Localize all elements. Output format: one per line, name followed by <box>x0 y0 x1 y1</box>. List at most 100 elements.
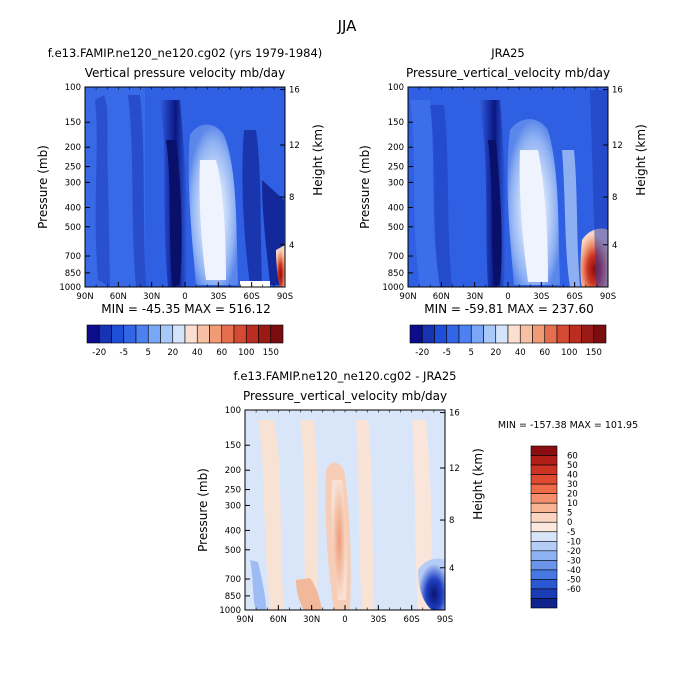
panel-reanalysis-ytick-label: 150 <box>388 118 404 128</box>
colorbar-difference-swatch <box>530 483 558 494</box>
colorbar-difference-swatch <box>530 598 558 609</box>
colorbar-difference-label: -20 <box>567 547 581 557</box>
colorbar-model-swatch <box>184 324 198 344</box>
colorbar-reanalysis-swatch <box>495 324 509 344</box>
colorbar-difference-swatch <box>530 493 558 504</box>
panel-model-ytick-right-label: 8 <box>289 193 294 203</box>
panel-difference-ytick-label: 700 <box>225 575 241 585</box>
colorbar-reanalysis-swatch <box>507 324 521 344</box>
panel-model-ytick-label: 500 <box>65 223 81 233</box>
panel-difference-ytick-label: 400 <box>225 526 241 536</box>
colorbar-model-swatch <box>160 324 174 344</box>
panel-model-ylabel: Pressure (mb) <box>36 145 50 229</box>
panel-reanalysis-ytick-label: 1000 <box>382 283 404 293</box>
panel-reanalysis-ytick-right-label: 8 <box>612 193 617 203</box>
panel-model-field <box>85 87 285 287</box>
colorbar-reanalysis-swatch <box>446 324 460 344</box>
panel-difference-xtick-label: 30N <box>303 615 320 625</box>
colorbar-difference-label: -30 <box>567 556 581 566</box>
panel-reanalysis-ylabel: Pressure (mb) <box>358 145 372 229</box>
colorbar-model-swatch <box>245 324 259 344</box>
panel-difference-xtick-label: 30S <box>370 615 386 625</box>
colorbar-difference-swatch <box>530 521 558 533</box>
colorbar-reanalysis-label: 20 <box>490 348 501 358</box>
panel-reanalysis-ytick-right-label: 12 <box>612 141 623 151</box>
panel-reanalysis-xtick-label: 90N <box>399 292 416 302</box>
colorbar-reanalysis-swatch <box>409 324 423 344</box>
colorbar-difference-label: 20 <box>567 490 578 500</box>
panel-model-stats: MIN = -45.35 MAX = 516.12 <box>101 302 271 316</box>
colorbar-reanalysis-swatch <box>556 324 570 344</box>
panel-reanalysis-title: JRA25 <box>490 46 524 60</box>
colorbar-model-label: -20 <box>92 348 106 358</box>
colorbar-difference-swatch <box>530 531 558 542</box>
colorbar-reanalysis-swatch <box>532 324 546 344</box>
panel-difference-ytick-label: 850 <box>225 592 241 602</box>
panel-model-title: f.e13.FAMIP.ne120_ne120.cg02 (yrs 1979-1… <box>48 46 323 60</box>
colorbar-difference-label: 10 <box>567 499 578 509</box>
panel-difference-xtick-label: 90S <box>437 615 453 625</box>
colorbar-model-swatch <box>172 324 186 344</box>
panel-reanalysis-ytick-label: 850 <box>388 269 404 279</box>
colorbar-model-swatch <box>196 324 210 344</box>
colorbar-difference-label: -60 <box>567 585 581 595</box>
colorbar-model-swatch <box>135 324 149 344</box>
colorbar-difference-label: 30 <box>567 480 578 490</box>
panel-model-ytick-label: 250 <box>65 163 81 173</box>
colorbar-model-swatch <box>221 324 235 344</box>
panel-difference-ytick-right-label: 4 <box>449 564 454 574</box>
colorbar-model-swatch <box>98 324 112 344</box>
panel-difference-ylabel: Pressure (mb) <box>196 468 210 552</box>
panel-model-ytick-right-label: 4 <box>289 241 294 251</box>
panel-difference-ytick-right-label: 12 <box>449 464 460 474</box>
colorbar-reanalysis-label: 60 <box>539 348 550 358</box>
colorbar-difference-label: 50 <box>567 461 578 471</box>
panel-reanalysis-ytick-label: 200 <box>388 143 404 153</box>
colorbar-difference-label: 5 <box>567 509 572 519</box>
panel-reanalysis-stats: MIN = -59.81 MAX = 237.60 <box>424 302 594 316</box>
panel-model-xtick-label: 60N <box>110 292 127 302</box>
colorbar-difference-swatch <box>530 579 558 590</box>
colorbar-difference-label: -40 <box>567 566 581 576</box>
panel-reanalysis-ylabel-right: Height (km) <box>634 124 648 195</box>
panel-model-xtick-label: 90S <box>277 292 293 302</box>
panel-reanalysis-xtick-label: 30S <box>533 292 549 302</box>
colorbar-model-label: 5 <box>146 348 151 358</box>
panel-model-xtick-label: 90N <box>76 292 93 302</box>
panel-model-ytick-label: 300 <box>65 178 81 188</box>
colorbar-reanalysis-label: 40 <box>515 348 526 358</box>
colorbar-model-label: 150 <box>263 348 279 358</box>
colorbar-model-swatch <box>270 324 284 344</box>
panel-model-xtick-label: 0 <box>182 292 187 302</box>
colorbar-reanalysis-label: -5 <box>443 348 451 358</box>
colorbar-difference-swatch <box>530 445 558 456</box>
panel-reanalysis-ytick-label: 700 <box>388 252 404 262</box>
panel-model-ytick-label: 100 <box>65 83 81 93</box>
panel-reanalysis-xtick-label: 90S <box>600 292 616 302</box>
panel-difference-ytick-label: 500 <box>225 546 241 556</box>
panel-difference-xtick-label: 90N <box>236 615 253 625</box>
colorbar-model-label: -5 <box>120 348 128 358</box>
colorbar-difference-label: 60 <box>567 452 578 462</box>
panel-reanalysis-ytick-label: 250 <box>388 163 404 173</box>
panel-model-xtick-label: 30N <box>143 292 160 302</box>
panel-difference-title: f.e13.FAMIP.ne120_ne120.cg02 - JRA25 <box>234 369 457 383</box>
panel-reanalysis-ytick-label: 300 <box>388 178 404 188</box>
panel-model-ytick-right-label: 16 <box>289 86 300 96</box>
panel-difference-subtitle: Pressure_vertical_velocity mb/day <box>243 389 447 403</box>
colorbar-difference-swatch <box>530 464 558 475</box>
panel-difference-ytick-label: 1000 <box>219 606 241 616</box>
colorbar-difference-swatch <box>530 474 558 485</box>
panel-difference-stats: MIN = -157.38 MAX = 101.95 <box>498 420 638 431</box>
colorbar-difference-swatch <box>530 502 558 514</box>
colorbar-reanalysis-swatch <box>421 324 435 344</box>
colorbar-difference-swatch <box>530 455 558 466</box>
colorbar-difference-swatch <box>530 512 558 523</box>
colorbar-reanalysis-swatch <box>544 324 558 344</box>
colorbar-reanalysis-swatch <box>470 324 484 344</box>
colorbar-reanalysis-label: 100 <box>561 348 577 358</box>
colorbar-reanalysis-swatch <box>581 324 595 344</box>
colorbar-model-label: 40 <box>192 348 203 358</box>
colorbar-model-swatch <box>209 324 223 344</box>
